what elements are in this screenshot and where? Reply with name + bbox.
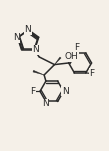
Polygon shape <box>33 70 44 75</box>
Text: N: N <box>42 99 49 108</box>
Polygon shape <box>54 57 61 65</box>
Text: F: F <box>74 43 79 52</box>
Text: N: N <box>62 87 69 96</box>
Text: F: F <box>90 69 95 78</box>
Text: N: N <box>13 33 20 42</box>
Text: F: F <box>31 87 36 96</box>
Text: N: N <box>25 25 32 34</box>
Text: OH: OH <box>65 52 78 61</box>
Text: N: N <box>24 25 31 34</box>
Text: N: N <box>32 45 39 54</box>
